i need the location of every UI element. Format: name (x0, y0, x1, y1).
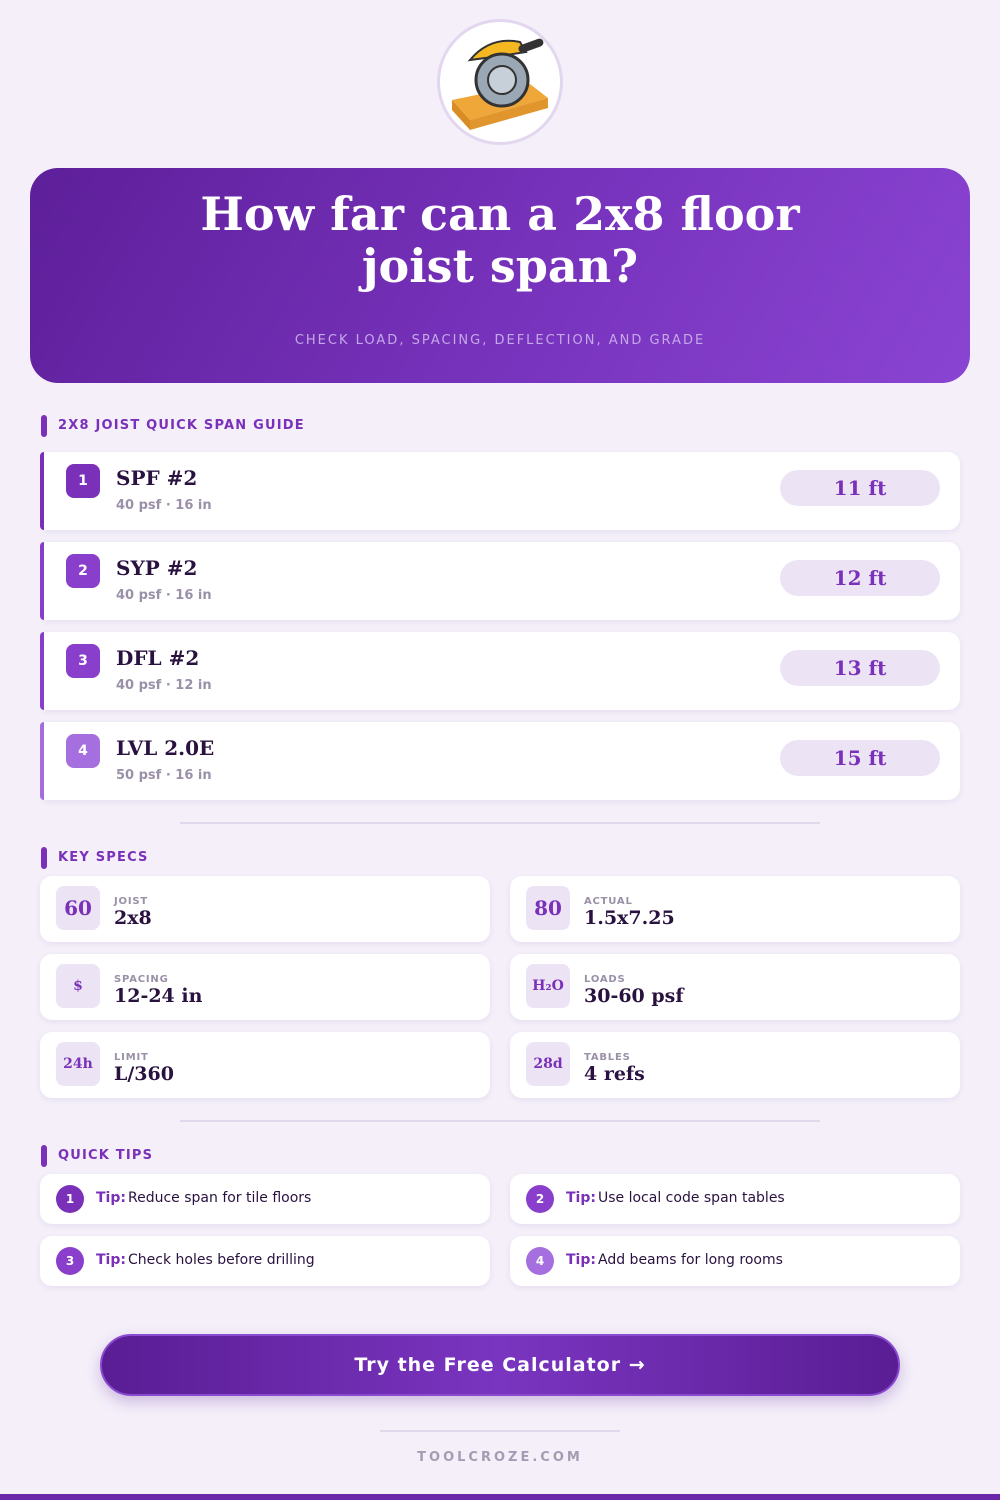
span-details: 40 psf · 16 in (116, 588, 212, 603)
section-heading: QUICK TIPS (58, 1148, 154, 1163)
divider (180, 1120, 820, 1122)
header-card: How far can a 2x8 floor joist span? CHEC… (30, 168, 970, 383)
tip-card: 4 Tip: Add beams for long rooms (510, 1236, 960, 1286)
tip-text: Reduce span for tile floors (128, 1190, 312, 1206)
spec-icon: 80 (526, 886, 570, 930)
spec-card: 80 ACTUAL 1.5x7.25 (510, 876, 960, 942)
tip-number: 4 (526, 1247, 554, 1275)
footer-site: TOOLCROZE.COM (417, 1450, 583, 1465)
spec-value: 4 refs (584, 1063, 645, 1085)
tip-number: 3 (56, 1247, 84, 1275)
span-grade: SPF #2 (116, 466, 198, 490)
span-card: 2 SYP #2 40 psf · 16 in 12 ft (44, 542, 960, 620)
tip-card: 2 Tip: Use local code span tables (510, 1174, 960, 1224)
spec-icon: 28d (526, 1042, 570, 1086)
spec-card: H₂O LOADS 30-60 psf (510, 954, 960, 1020)
section-bar (41, 847, 47, 869)
tip-prefix: Tip: (566, 1252, 596, 1268)
spec-label: ACTUAL (584, 896, 633, 907)
span-card: 1 SPF #2 40 psf · 16 in 11 ft (44, 452, 960, 530)
subtitle: CHECK LOAD, SPACING, DEFLECTION, AND GRA… (294, 333, 706, 348)
tip-text: Check holes before drilling (128, 1252, 315, 1268)
spec-icon: 24h (56, 1042, 100, 1086)
spec-value: 2x8 (114, 907, 152, 929)
section-heading: 2X8 JOIST QUICK SPAN GUIDE (58, 418, 305, 433)
spec-label: SPACING (114, 974, 169, 985)
spec-label: TABLES (584, 1052, 631, 1063)
span-details: 40 psf · 12 in (116, 678, 212, 693)
span-number: 3 (66, 644, 100, 678)
spec-value: 12-24 in (114, 985, 203, 1007)
spec-value: L/360 (114, 1063, 174, 1085)
spec-card: 60 JOIST 2x8 (40, 876, 490, 942)
cta-button[interactable]: Try the Free Calculator → (100, 1334, 900, 1396)
bottom-bar (0, 1494, 1000, 1500)
tip-number: 2 (526, 1185, 554, 1213)
divider (180, 822, 820, 824)
spec-icon: 60 (56, 886, 100, 930)
span-value: 11 ft (780, 470, 940, 506)
spec-icon: H₂O (526, 964, 570, 1008)
section-bar (41, 1145, 47, 1167)
span-value: 13 ft (780, 650, 940, 686)
tip-prefix: Tip: (96, 1190, 126, 1206)
tip-text: Use local code span tables (598, 1190, 785, 1206)
spec-card: 28d TABLES 4 refs (510, 1032, 960, 1098)
span-details: 40 psf · 16 in (116, 498, 212, 513)
span-card: 3 DFL #2 40 psf · 12 in 13 ft (44, 632, 960, 710)
spec-label: LOADS (584, 974, 626, 985)
span-number: 1 (66, 464, 100, 498)
tip-prefix: Tip: (566, 1190, 596, 1206)
spec-value: 30-60 psf (584, 985, 684, 1007)
logo (437, 19, 563, 145)
span-value: 15 ft (780, 740, 940, 776)
tip-card: 1 Tip: Reduce span for tile floors (40, 1174, 490, 1224)
spec-label: JOIST (114, 896, 148, 907)
span-card: 4 LVL 2.0E 50 psf · 16 in 15 ft (44, 722, 960, 800)
spec-card: 24h LIMIT L/360 (40, 1032, 490, 1098)
tip-prefix: Tip: (96, 1252, 126, 1268)
span-number: 4 (66, 734, 100, 768)
section-bar (41, 415, 47, 437)
section-heading: KEY SPECS (58, 850, 149, 865)
span-grade: DFL #2 (116, 646, 200, 670)
span-grade: SYP #2 (116, 556, 198, 580)
tip-card: 3 Tip: Check holes before drilling (40, 1236, 490, 1286)
spec-value: 1.5x7.25 (584, 907, 675, 929)
spec-label: LIMIT (114, 1052, 149, 1063)
span-details: 50 psf · 16 in (116, 768, 212, 783)
spec-card: $ SPACING 12-24 in (40, 954, 490, 1020)
tip-text: Add beams for long rooms (598, 1252, 783, 1268)
span-value: 12 ft (780, 560, 940, 596)
span-number: 2 (66, 554, 100, 588)
logo-icon (452, 38, 548, 130)
title: How far can a 2x8 floor joist span? (200, 187, 800, 293)
tip-number: 1 (56, 1185, 84, 1213)
span-grade: LVL 2.0E (116, 736, 215, 760)
spec-icon: $ (56, 964, 100, 1008)
footer-divider (380, 1430, 620, 1432)
